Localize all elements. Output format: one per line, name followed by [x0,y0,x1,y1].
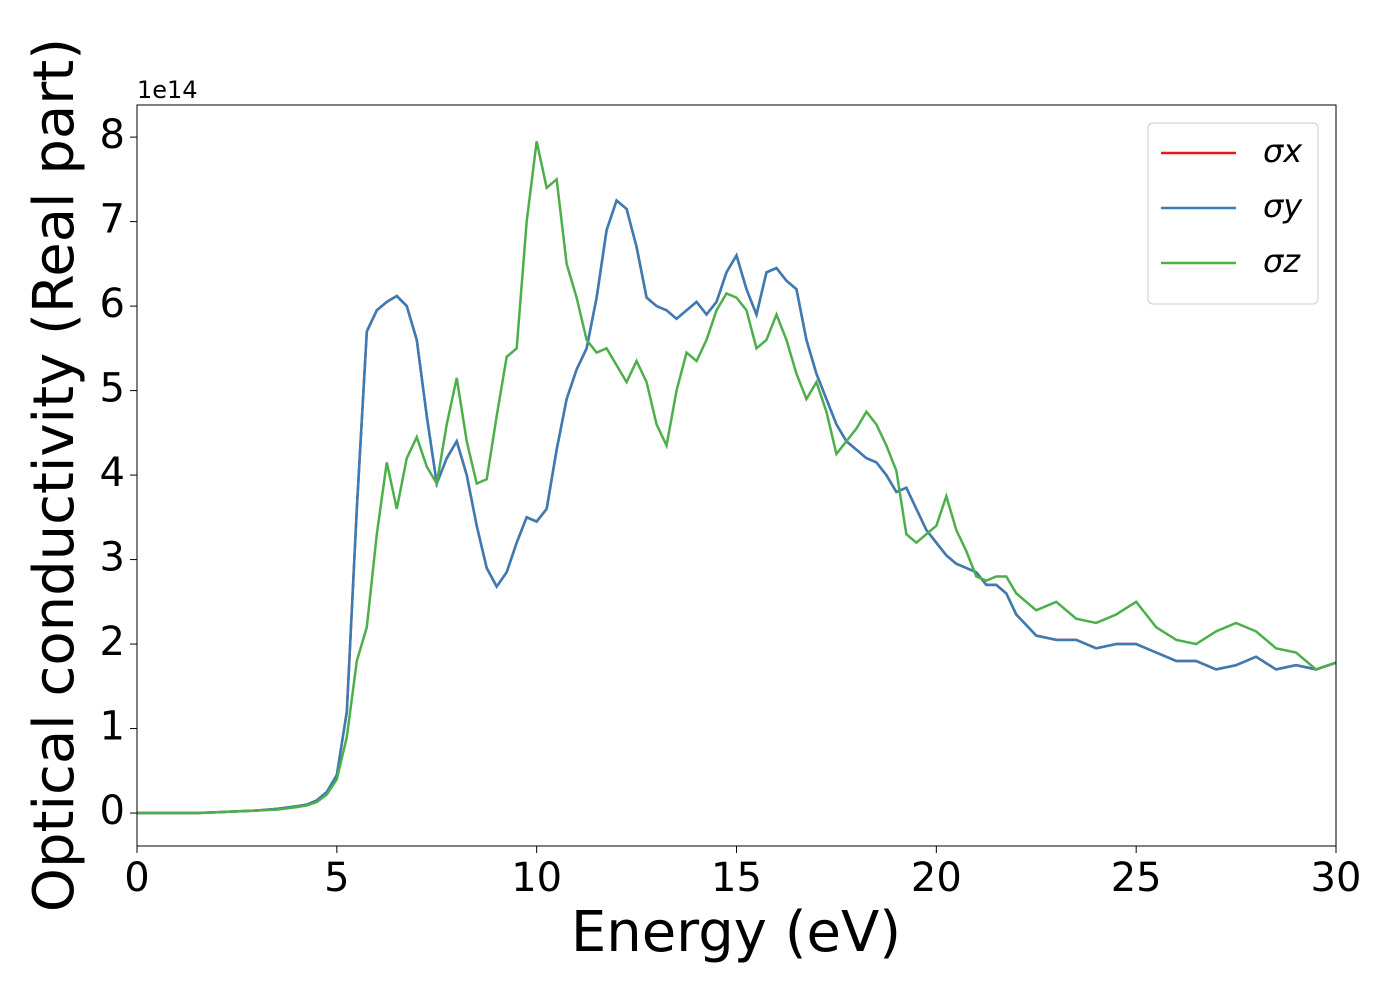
legend-label: σz [1263,242,1301,280]
y-tick-label: 4 [100,450,125,496]
y-tick-label: 3 [100,535,125,581]
y-tick-label: 1 [100,704,125,750]
y-tick-label: 2 [100,619,125,665]
legend-label: σx [1263,132,1303,170]
series-line [137,141,1336,815]
x-tick-label: 5 [324,855,349,901]
series-line [137,198,1336,815]
plot-frame [136,104,1337,847]
x-tick-label: 10 [511,855,562,901]
x-tick-label: 15 [711,855,762,901]
y-tick-label: 7 [100,197,125,243]
y-axis-label: Optical conductivity (Real part) [22,38,87,912]
x-tick-label: 30 [1311,855,1362,901]
y-offset-label: 1e14 [137,76,198,104]
x-tick-label: 25 [1111,855,1162,901]
x-axis-label: Energy (eV) [571,900,901,965]
legend-label: σy [1263,187,1303,225]
x-tick-label: 0 [124,855,149,901]
y-tick-label: 8 [100,112,125,158]
x-tick-label: 20 [911,855,962,901]
y-tick-label: 5 [100,366,125,412]
legend-box [1147,122,1319,305]
y-tick-label: 6 [100,281,125,327]
y-tick-label: 0 [100,788,125,834]
